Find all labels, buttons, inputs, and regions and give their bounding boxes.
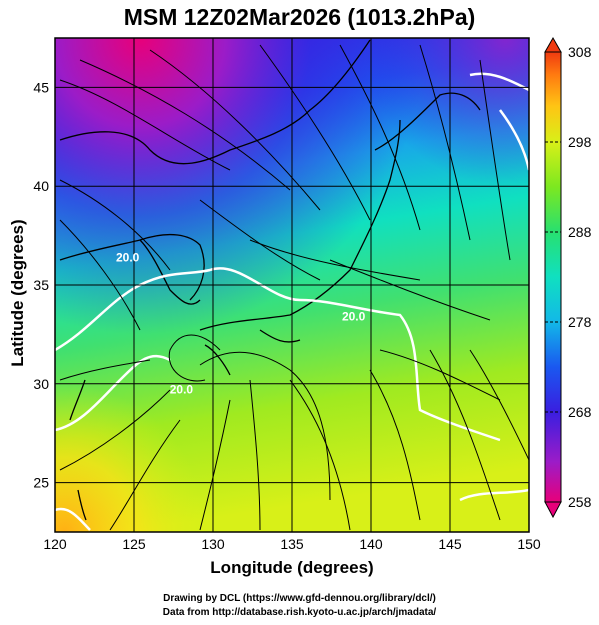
y-axis-ticks: 25 30 35 40 45 [33,79,49,490]
y-tick-label: 30 [33,376,49,392]
grid-lines [55,38,529,532]
credit-data: Data from http://database.rish.kyoto-u.a… [162,607,437,618]
contour-label: 20.0 [116,250,140,264]
colorbar-ticks: 308 298 288 278 268 258 [545,44,592,510]
contour-label-group: 20.0 20.0 20.0 [116,250,366,396]
contour-label: 20.0 [170,383,194,397]
y-axis-title: Latitude (degrees) [8,219,27,367]
plot-frame [54,37,530,533]
x-tick-label: 120 [43,536,67,552]
map-title: MSM 12Z02Mar2026 (1013.2hPa) [123,4,476,30]
y-tick-label: 45 [33,79,49,95]
colorbar-tick-label: 298 [568,134,592,150]
colorbar-tick-label: 258 [568,494,592,510]
x-tick-label: 130 [201,536,225,552]
contour-label: 20.0 [342,310,366,324]
colorbar-tick-label: 288 [568,224,592,240]
credit-drawing: Drawing by DCL (https://www.gfd-dennou.o… [163,593,436,604]
y-tick-label: 35 [33,277,49,293]
x-axis-ticks: 120 125 130 135 140 145 150 [43,536,541,552]
y-tick-label: 40 [33,178,49,194]
wind-streamlines [59,44,529,531]
y-tick-label: 25 [33,475,49,491]
colorbar [544,36,562,519]
x-tick-label: 135 [280,536,304,552]
x-tick-label: 145 [438,536,462,552]
colorbar-tick-label: 268 [568,404,592,420]
x-axis-title: Longitude (degrees) [210,558,374,577]
colorbar-tick-label: 278 [568,314,592,330]
x-tick-label: 125 [122,536,146,552]
x-tick-label: 140 [359,536,383,552]
x-tick-label: 150 [517,536,541,552]
colorbar-tick-label: 308 [568,44,592,60]
